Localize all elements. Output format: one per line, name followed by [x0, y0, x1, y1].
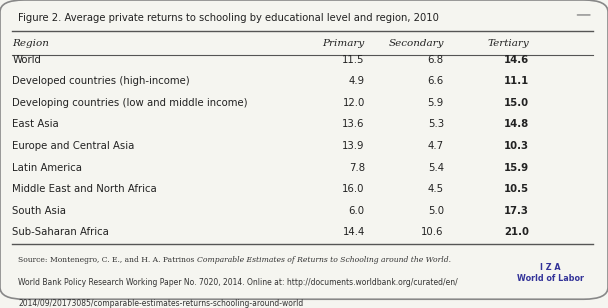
- Text: 5.3: 5.3: [427, 120, 444, 129]
- Text: South Asia: South Asia: [12, 206, 66, 216]
- Text: 4.9: 4.9: [348, 76, 365, 86]
- Text: 10.6: 10.6: [421, 227, 444, 237]
- Text: Secondary: Secondary: [389, 39, 444, 48]
- Text: 2014/09/20173085/comparable-estimates-returns-schooling-around-world: 2014/09/20173085/comparable-estimates-re…: [18, 299, 303, 308]
- Text: Middle East and North Africa: Middle East and North Africa: [12, 184, 157, 194]
- Text: 21.0: 21.0: [504, 227, 529, 237]
- Text: 12.0: 12.0: [342, 98, 365, 108]
- Text: Montenegro, C. E., and H. A. Patrinos: Montenegro, C. E., and H. A. Patrinos: [50, 256, 197, 264]
- Text: 11.1: 11.1: [503, 76, 529, 86]
- Text: 13.6: 13.6: [342, 120, 365, 129]
- Text: Sub-Saharan Africa: Sub-Saharan Africa: [12, 227, 109, 237]
- Text: 15.0: 15.0: [504, 98, 529, 108]
- Text: 16.0: 16.0: [342, 184, 365, 194]
- Text: 11.5: 11.5: [342, 55, 365, 65]
- FancyBboxPatch shape: [0, 0, 608, 299]
- Text: Source:: Source:: [18, 256, 50, 264]
- Text: Primary: Primary: [323, 39, 365, 48]
- Text: East Asia: East Asia: [12, 120, 59, 129]
- Text: 13.9: 13.9: [342, 141, 365, 151]
- Text: 6.6: 6.6: [427, 76, 444, 86]
- Text: I Z A
World of Labor: I Z A World of Labor: [517, 263, 584, 283]
- Text: 5.9: 5.9: [427, 98, 444, 108]
- Text: Europe and Central Asia: Europe and Central Asia: [12, 141, 134, 151]
- Text: Region: Region: [12, 39, 49, 48]
- Text: 14.4: 14.4: [342, 227, 365, 237]
- Text: 14.6: 14.6: [504, 55, 529, 65]
- Text: Figure 2. Average private returns to schooling by educational level and region, : Figure 2. Average private returns to sch…: [18, 14, 439, 23]
- Text: 5.4: 5.4: [427, 163, 444, 172]
- Text: 5.0: 5.0: [427, 206, 444, 216]
- Text: World: World: [12, 55, 41, 65]
- Text: Tertiary: Tertiary: [487, 39, 529, 48]
- Text: 4.5: 4.5: [427, 184, 444, 194]
- Text: 10.5: 10.5: [504, 184, 529, 194]
- Text: Comparable Estimates of Returns to Schooling around the World.: Comparable Estimates of Returns to Schoo…: [197, 256, 451, 264]
- Text: Developing countries (low and middle income): Developing countries (low and middle inc…: [12, 98, 248, 108]
- Text: World Bank Policy Research Working Paper No. 7020, 2014. Online at: http://docum: World Bank Policy Research Working Paper…: [18, 278, 458, 287]
- Text: 14.8: 14.8: [503, 120, 529, 129]
- Text: 6.0: 6.0: [348, 206, 365, 216]
- Text: 10.3: 10.3: [504, 141, 529, 151]
- Text: Developed countries (high-income): Developed countries (high-income): [12, 76, 190, 86]
- Text: Latin America: Latin America: [12, 163, 82, 172]
- Text: 17.3: 17.3: [504, 206, 529, 216]
- Text: 15.9: 15.9: [504, 163, 529, 172]
- Text: 7.8: 7.8: [348, 163, 365, 172]
- Text: 4.7: 4.7: [427, 141, 444, 151]
- Text: 6.8: 6.8: [427, 55, 444, 65]
